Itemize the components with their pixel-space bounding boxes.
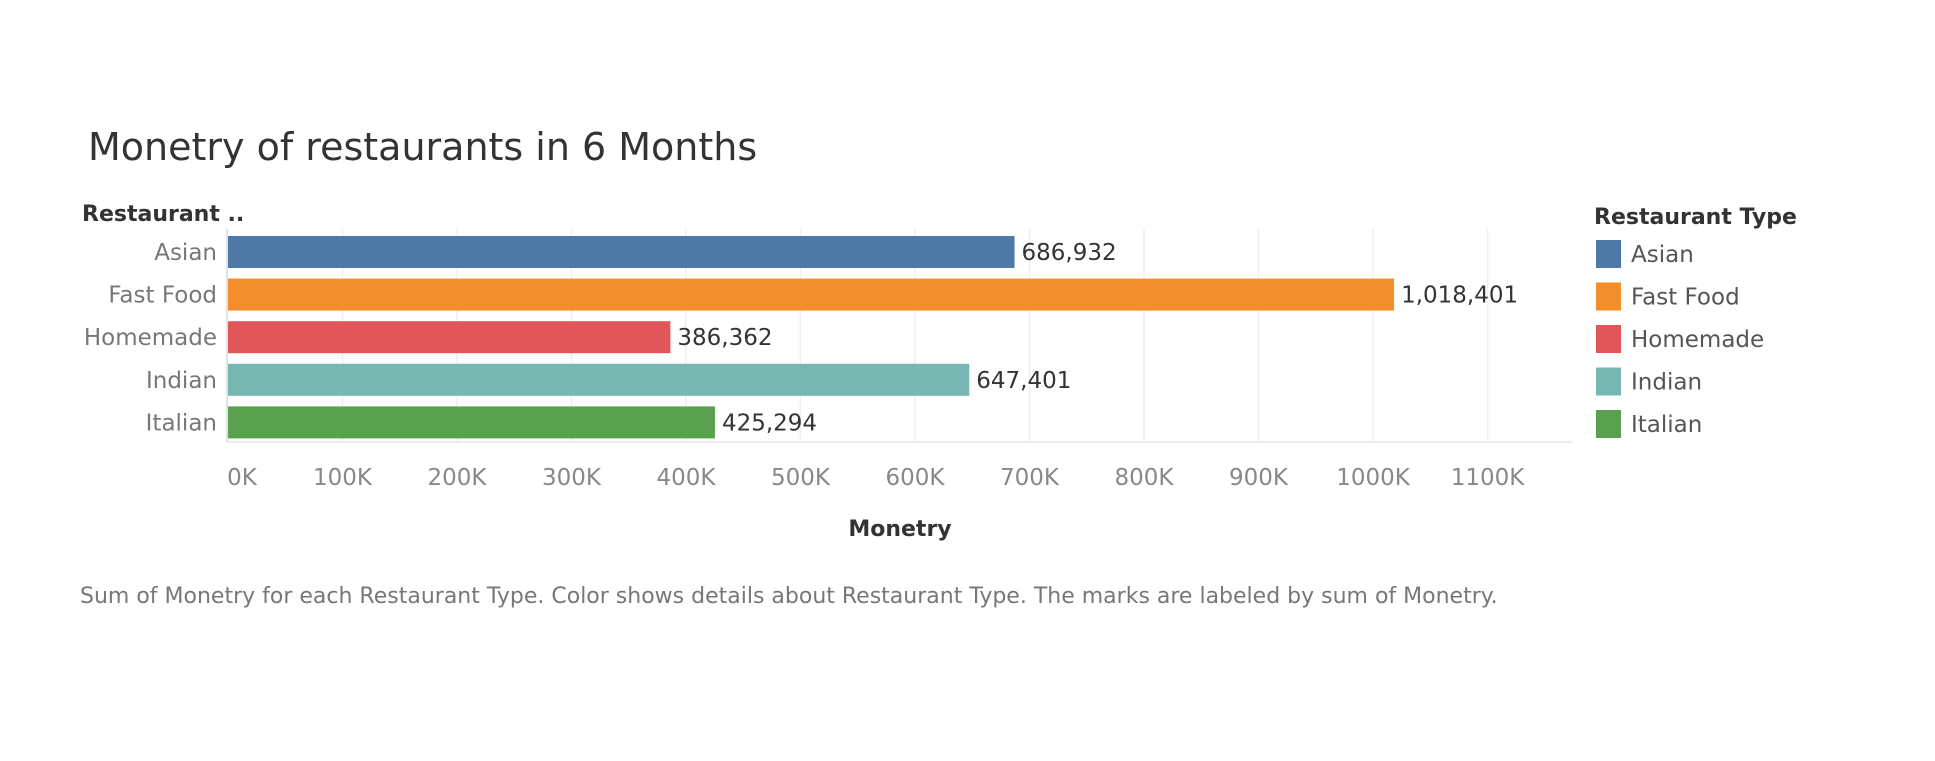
legend-label-italian[interactable]: Italian [1631,412,1702,438]
bar-indian[interactable] [228,363,970,396]
x-axis-title[interactable]: Monetry [848,517,951,542]
x-tick-label-6: 600K [886,465,946,491]
legend-swatch-asian[interactable] [1596,240,1621,268]
x-tick-label-7: 700K [1000,465,1060,491]
bar-fast-food[interactable] [228,278,1395,311]
x-tick-label-5: 500K [771,465,831,491]
x-tick-label-11: 1100K [1451,465,1526,491]
x-tick-label-1: 100K [313,465,373,491]
legend-swatch-homemade[interactable] [1596,325,1621,353]
x-tick-label-0: 0K [227,465,258,491]
data-label-asian: 686,932 [1022,240,1117,266]
category-label-fast-food[interactable]: Fast Food [108,283,217,309]
category-labels: Asian Fast Food Homemade Indian Italian [84,240,217,436]
x-axis-ticks: 0K 100K 200K 300K 400K 500K 600K 700K 800K 900K 10… [227,465,1525,491]
category-label-homemade[interactable]: Homemade [84,325,217,351]
x-tick-label-9: 900K [1229,465,1289,491]
category-label-italian[interactable]: Italian [146,410,217,436]
legend-title: Restaurant Type [1594,205,1797,230]
x-tick-label-10: 1000K [1336,465,1411,491]
legend-label-homemade[interactable]: Homemade [1631,327,1764,353]
data-label-italian: 425,294 [722,410,817,436]
data-labels: 686,932 1,018,401 386,362 647,401 425,294 [677,240,1518,436]
legend-swatch-indian[interactable] [1596,367,1621,396]
legend-label-asian[interactable]: Asian [1631,242,1694,268]
data-label-indian: 647,401 [976,368,1071,394]
x-tick-label-3: 300K [542,465,602,491]
legend-swatch-fast-food[interactable] [1596,282,1621,311]
data-label-fast-food: 1,018,401 [1401,283,1518,309]
row-header-label[interactable]: Restaurant .. [82,202,244,227]
legend: Asian Fast Food Homemade Indian Italian [1596,240,1764,438]
category-label-asian[interactable]: Asian [154,240,217,266]
bar-italian[interactable] [228,406,715,439]
x-tick-label-4: 400K [657,465,717,491]
legend-label-fast-food[interactable]: Fast Food [1631,285,1740,311]
legend-label-indian[interactable]: Indian [1631,370,1702,396]
category-label-indian[interactable]: Indian [146,368,217,394]
x-tick-label-8: 800K [1115,465,1175,491]
legend-swatch-italian[interactable] [1596,410,1621,438]
x-tick-label-2: 200K [428,465,488,491]
chart-title: Monetry of restaurants in 6 Months [88,125,757,169]
data-label-homemade: 386,362 [677,325,772,351]
bar-asian[interactable] [228,236,1015,268]
chart-caption: Sum of Monetry for each Restaurant Type.… [80,584,1498,609]
bars [228,236,1395,439]
bar-homemade[interactable] [228,321,671,354]
